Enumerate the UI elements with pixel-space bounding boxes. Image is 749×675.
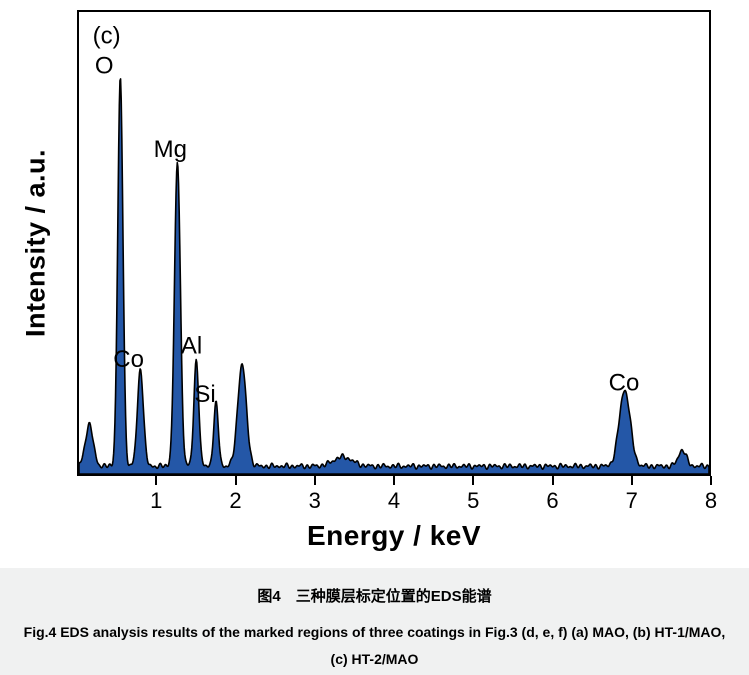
plot-area: (c) O Co Mg Al Si Co [77,10,711,476]
x-tick-mark [551,476,554,485]
caption-chinese: 图4 三种膜层标定位置的EDS能谱 [257,588,492,605]
x-tick-mark [234,476,237,485]
peak-label-co: Co [609,370,640,397]
figure-caption: 图4 三种膜层标定位置的EDS能谱 Fig.4 EDS analysis res… [0,568,749,675]
x-axis-tick-labels: 1 2 3 4 5 6 7 8 [77,488,717,514]
x-tick-label: 3 [308,488,321,513]
spectrum-curve [79,78,709,474]
peak-label-si: Si [194,381,215,408]
x-tick-mark [472,476,475,485]
x-tick-label: 1 [150,488,163,513]
x-tick-label: 7 [625,488,638,513]
x-tick-mark [630,476,633,485]
y-axis-title: Intensity / a.u. [20,148,51,338]
peak-label-al: Al [181,333,202,360]
x-tick-label: 5 [467,488,480,513]
eds-figure: Intensity / a.u. (c) O Co Mg Al Si Co 1 2 3 4 5 6 7 8… [20,10,718,551]
x-axis-ticks [77,476,712,486]
panel-label: (c) [93,23,121,50]
peak-label-co: Co [113,346,144,373]
x-tick-mark [710,476,712,485]
x-tick-mark [313,476,316,485]
x-tick-label: 6 [546,488,559,513]
x-tick-label: 2 [229,488,242,513]
x-tick-mark [155,476,158,485]
x-tick-mark [393,476,395,485]
peak-label-mg: Mg [154,136,187,163]
x-axis-title: Energy / keV [306,520,482,551]
eds-spectrum-svg: (c) O Co Mg Al Si Co [79,23,709,474]
x-tick-label: 8 [704,488,718,513]
caption-english: Fig.4 EDS analysis results of the marked… [23,624,726,667]
peak-label-o: O [95,53,114,80]
x-tick-label: 4 [387,488,401,513]
